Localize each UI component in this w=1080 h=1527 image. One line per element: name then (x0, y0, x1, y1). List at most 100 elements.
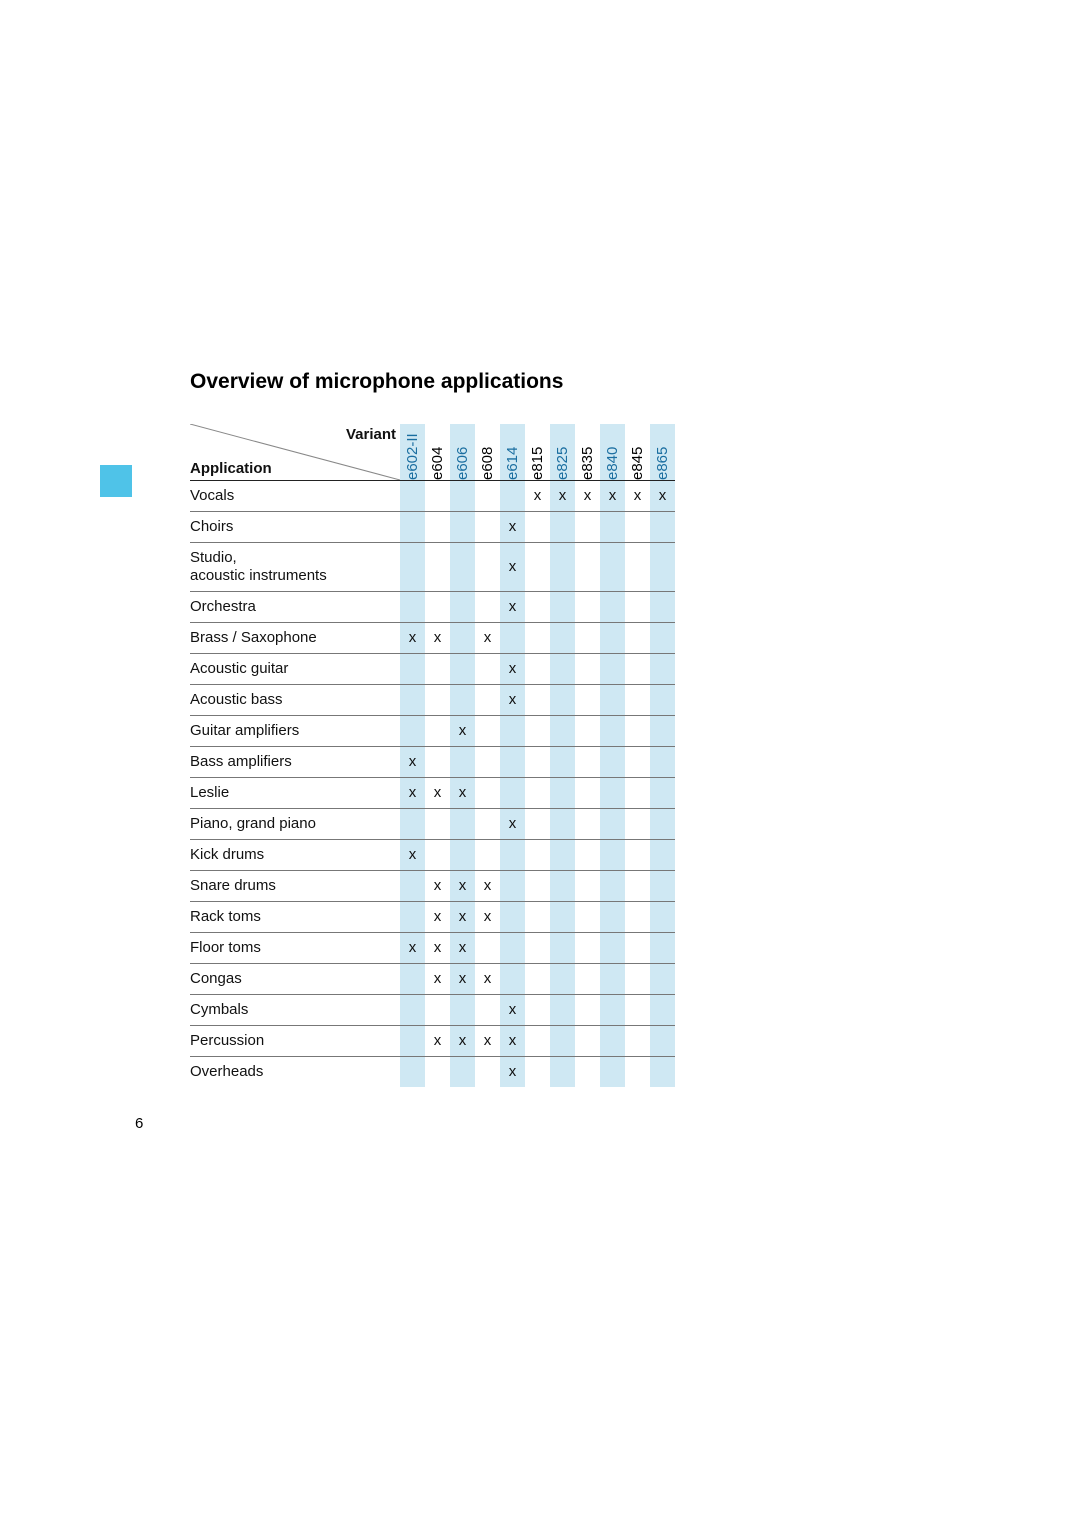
data-cell (475, 932, 500, 963)
column-header-label: e815 (529, 455, 546, 480)
data-cell (475, 542, 500, 591)
data-cell (625, 653, 650, 684)
data-cell (575, 963, 600, 994)
column-header: e835 (575, 424, 600, 480)
data-cell (625, 511, 650, 542)
data-cell (525, 1025, 550, 1056)
data-cell (475, 684, 500, 715)
data-cell (600, 901, 625, 932)
column-header: e845 (625, 424, 650, 480)
table-row: Percussionxxxx (190, 1025, 675, 1056)
data-cell (600, 746, 625, 777)
data-cell (625, 777, 650, 808)
data-cell (450, 746, 475, 777)
data-cell (500, 932, 525, 963)
column-header: e840 (600, 424, 625, 480)
data-cell (550, 591, 575, 622)
data-cell (400, 542, 425, 591)
data-cell: x (450, 901, 475, 932)
data-cell (450, 994, 475, 1025)
data-cell: x (500, 1056, 525, 1087)
data-cell (600, 870, 625, 901)
data-cell (475, 839, 500, 870)
row-label: Cymbals (190, 994, 400, 1025)
data-cell (525, 1056, 550, 1087)
column-header-label: e602-II (404, 455, 421, 480)
data-cell (600, 622, 625, 653)
data-cell (475, 808, 500, 839)
header-corner-cell: Variant Application (190, 424, 400, 480)
data-cell (525, 715, 550, 746)
data-cell (575, 622, 600, 653)
data-cell (575, 1056, 600, 1087)
row-label: Acoustic guitar (190, 653, 400, 684)
data-cell (550, 746, 575, 777)
applications-table: Variant Application e602-IIe604e606e608e… (190, 424, 675, 1087)
row-label: Kick drums (190, 839, 400, 870)
data-cell (625, 994, 650, 1025)
table-row: Lesliexxx (190, 777, 675, 808)
data-cell (625, 591, 650, 622)
row-label: Guitar amplifiers (190, 715, 400, 746)
table-row: Bass amplifiersx (190, 746, 675, 777)
data-cell (525, 932, 550, 963)
data-cell (575, 511, 600, 542)
data-cell (650, 1056, 675, 1087)
data-cell (575, 839, 600, 870)
data-cell (550, 994, 575, 1025)
data-cell (550, 808, 575, 839)
data-cell (400, 684, 425, 715)
data-cell (600, 511, 625, 542)
data-cell: x (500, 542, 525, 591)
data-cell (650, 542, 675, 591)
data-cell: x (650, 480, 675, 511)
data-cell: x (400, 746, 425, 777)
data-cell (425, 808, 450, 839)
data-cell (525, 622, 550, 653)
table-row: Orchestrax (190, 591, 675, 622)
data-cell (525, 839, 550, 870)
data-cell (550, 715, 575, 746)
row-label: Piano, grand piano (190, 808, 400, 839)
data-cell (625, 808, 650, 839)
data-cell (650, 963, 675, 994)
data-cell (600, 932, 625, 963)
data-cell (525, 901, 550, 932)
data-cell: x (425, 622, 450, 653)
column-header-label: e608 (479, 455, 496, 480)
data-cell (500, 901, 525, 932)
data-cell (625, 1056, 650, 1087)
data-cell (475, 777, 500, 808)
data-cell (575, 777, 600, 808)
column-header: e614 (500, 424, 525, 480)
data-cell (650, 1025, 675, 1056)
data-cell (525, 777, 550, 808)
data-cell (575, 1025, 600, 1056)
data-cell (525, 511, 550, 542)
data-cell (650, 653, 675, 684)
row-label: Leslie (190, 777, 400, 808)
data-cell (525, 994, 550, 1025)
data-cell: x (425, 777, 450, 808)
data-cell (500, 622, 525, 653)
data-cell (550, 511, 575, 542)
data-cell (525, 963, 550, 994)
table-row: Studio,acoustic instrumentsx (190, 542, 675, 591)
data-cell (550, 963, 575, 994)
data-cell (425, 653, 450, 684)
data-cell (550, 777, 575, 808)
data-cell (400, 715, 425, 746)
data-cell (600, 777, 625, 808)
data-cell: x (450, 932, 475, 963)
table-row: Guitar amplifiersx (190, 715, 675, 746)
data-cell (650, 808, 675, 839)
data-cell (600, 715, 625, 746)
data-cell (550, 1056, 575, 1087)
data-cell (600, 591, 625, 622)
row-label: Bass amplifiers (190, 746, 400, 777)
column-header-label: e840 (604, 455, 621, 480)
data-cell (625, 542, 650, 591)
data-cell (600, 963, 625, 994)
data-cell (650, 777, 675, 808)
column-header-label: e865 (654, 455, 671, 480)
